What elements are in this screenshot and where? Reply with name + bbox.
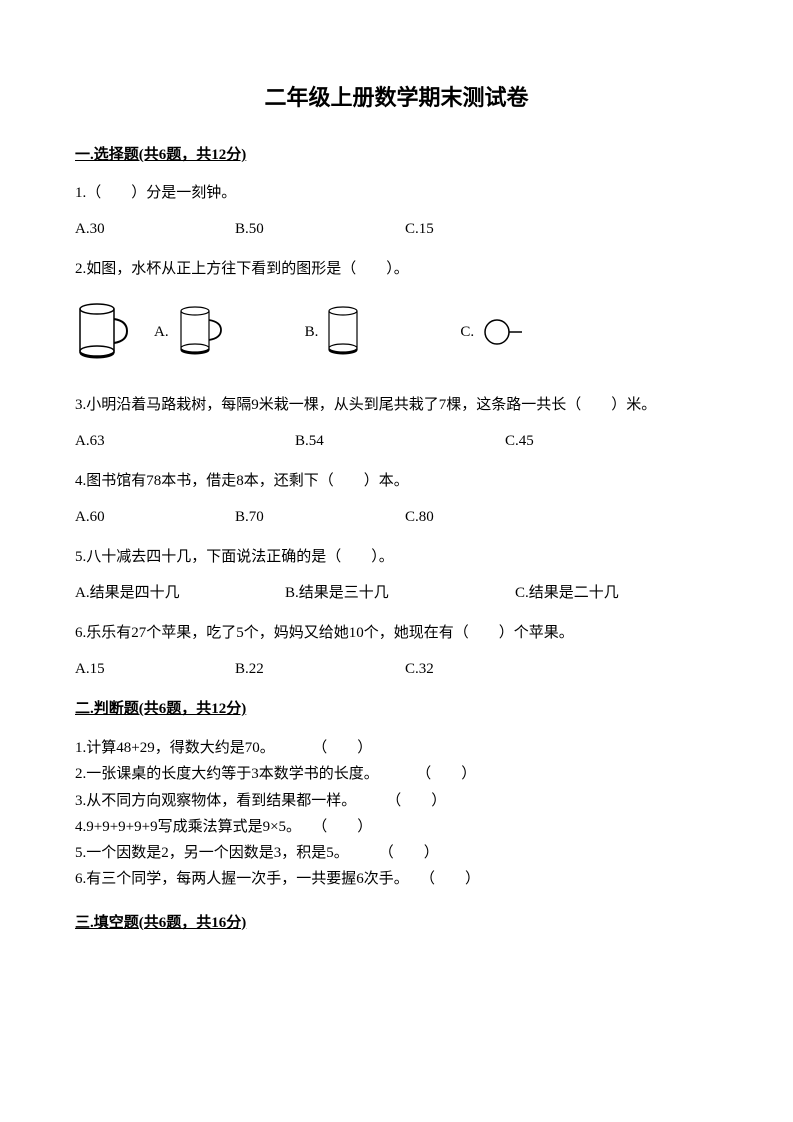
q5-text: 5.八十减去四十几，下面说法正确的是（ ）。 — [75, 545, 718, 569]
question-3: 3.小明沿着马路栽树，每隔9米栽一棵，从头到尾共栽了7棵，这条路一共长（ ）米。… — [75, 393, 718, 453]
q1-text: 1.（ ）分是一刻钟。 — [75, 181, 718, 205]
q6-option-b: B.22 — [235, 657, 395, 681]
cup-a-icon — [177, 304, 225, 360]
judge-item-3: 3.从不同方向观察物体，看到结果都一样。 （ ） — [75, 788, 718, 814]
q5-option-a: A.结果是四十几 — [75, 581, 275, 605]
cup-b-icon — [326, 304, 360, 360]
judge-list: 1.计算48+29，得数大约是70。 （ ） 2.一张课桌的长度大约等于3本数学… — [75, 735, 718, 893]
q1-option-a: A.30 — [75, 217, 225, 241]
q4-options: A.60 B.70 C.80 — [75, 505, 718, 529]
question-6: 6.乐乐有27个苹果，吃了5个，妈妈又给她10个，她现在有（ ）个苹果。 A.1… — [75, 621, 718, 681]
q1-options: A.30 B.50 C.15 — [75, 217, 718, 241]
cup-main-icon — [75, 301, 129, 363]
q6-options: A.15 B.22 C.32 — [75, 657, 718, 681]
question-5: 5.八十减去四十几，下面说法正确的是（ ）。 A.结果是四十几 B.结果是三十几… — [75, 545, 718, 605]
judge-item-4: 4.9+9+9+9+9写成乘法算式是9×5。 （ ） — [75, 814, 718, 840]
judge-item-6: 6.有三个同学，每两人握一次手，一共要握6次手。 （ ） — [75, 866, 718, 892]
judge-item-2: 2.一张课桌的长度大约等于3本数学书的长度。 （ ） — [75, 761, 718, 787]
section2-header: 二.判断题(共6题，共12分) — [75, 697, 718, 721]
q3-option-c: C.45 — [505, 429, 534, 453]
q3-option-a: A.63 — [75, 429, 285, 453]
cup-c-icon — [482, 317, 526, 347]
judge-item-5: 5.一个因数是2，另一个因数是3，积是5。 （ ） — [75, 840, 718, 866]
question-4: 4.图书馆有78本书，借走8本，还剩下（ ）本。 A.60 B.70 C.80 — [75, 469, 718, 529]
q1-option-c: C.15 — [405, 217, 555, 241]
q2-label-c: C. — [460, 320, 474, 344]
q2-text: 2.如图，水杯从正上方往下看到的图形是（ ）。 — [75, 257, 718, 281]
section1-header: 一.选择题(共6题，共12分) — [75, 143, 718, 167]
q3-text: 3.小明沿着马路栽树，每隔9米栽一棵，从头到尾共栽了7棵，这条路一共长（ ）米。 — [75, 393, 718, 417]
q2-figures: A. B. C. — [75, 301, 718, 363]
q6-option-c: C.32 — [405, 657, 555, 681]
q2-option-b: B. — [305, 304, 361, 360]
q4-option-c: C.80 — [405, 505, 555, 529]
q2-label-b: B. — [305, 320, 319, 344]
page-title: 二年级上册数学期末测试卷 — [75, 80, 718, 115]
q3-option-b: B.54 — [295, 429, 495, 453]
q5-options: A.结果是四十几 B.结果是三十几 C.结果是二十几 — [75, 581, 718, 605]
judge-item-1: 1.计算48+29，得数大约是70。 （ ） — [75, 735, 718, 761]
section3-header: 三.填空题(共6题，共16分) — [75, 911, 718, 935]
q1-option-b: B.50 — [235, 217, 395, 241]
q2-option-c: C. — [460, 317, 526, 347]
question-1: 1.（ ）分是一刻钟。 A.30 B.50 C.15 — [75, 181, 718, 241]
q4-option-a: A.60 — [75, 505, 225, 529]
q3-options: A.63 B.54 C.45 — [75, 429, 718, 453]
q6-option-a: A.15 — [75, 657, 225, 681]
question-2: 2.如图，水杯从正上方往下看到的图形是（ ）。 A. — [75, 257, 718, 363]
q4-text: 4.图书馆有78本书，借走8本，还剩下（ ）本。 — [75, 469, 718, 493]
q2-label-a: A. — [154, 320, 169, 344]
q5-option-b: B.结果是三十几 — [285, 581, 505, 605]
q2-option-a: A. — [154, 304, 225, 360]
q4-option-b: B.70 — [235, 505, 395, 529]
q6-text: 6.乐乐有27个苹果，吃了5个，妈妈又给她10个，她现在有（ ）个苹果。 — [75, 621, 718, 645]
q5-option-c: C.结果是二十几 — [515, 581, 619, 605]
